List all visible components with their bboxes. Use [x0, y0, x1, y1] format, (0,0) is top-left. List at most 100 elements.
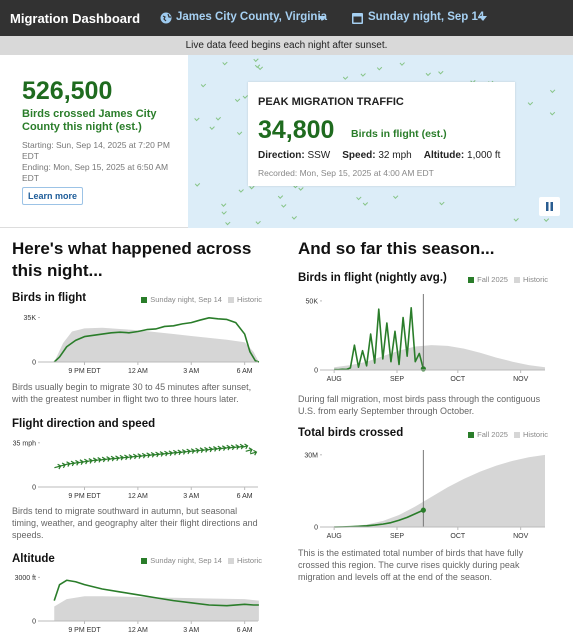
direction-arrow: [174, 449, 182, 456]
x-tick-label: 9 PM EDT: [68, 493, 101, 500]
legend-item: Historic: [227, 295, 262, 304]
legend-item: Fall 2025: [468, 275, 508, 284]
x-tick-label: NOV: [513, 533, 529, 540]
direction-arrow: [147, 451, 155, 458]
x-tick-label: 12 AM: [128, 627, 148, 634]
globe-icon: [160, 12, 172, 24]
direction-arrow: [138, 452, 147, 459]
chart-caption: Birds tend to migrate southward in autum…: [12, 506, 258, 540]
bird-icon: [513, 218, 519, 222]
pause-button[interactable]: [539, 197, 560, 216]
stat: Altitude: 1,000 ft: [424, 150, 501, 161]
peak-heading: PEAK MIGRATION TRAFFIC: [258, 96, 404, 108]
bird-icon: [257, 66, 264, 71]
season-heading: And so far this season...: [298, 239, 495, 258]
direction-arrow: [187, 448, 195, 454]
x-tick-label: 3 AM: [183, 368, 199, 375]
x-tick-label: 9 PM EDT: [68, 627, 101, 634]
bird-icon: [236, 131, 243, 136]
bird-icon: [249, 185, 255, 190]
legend: Fall 2025 Historic: [298, 430, 548, 439]
stat: Speed: 32 mph: [342, 150, 411, 161]
legend-label: Historic: [522, 275, 548, 284]
direction-arrow: [192, 447, 200, 454]
legend-swatch: [227, 296, 234, 303]
x-tick-label: SEP: [390, 533, 404, 540]
direction-arrow: [107, 455, 115, 462]
peak-value: 34,800: [258, 116, 335, 144]
x-tick-label: 6 AM: [237, 627, 253, 634]
legend-label: Historic: [236, 295, 262, 304]
bird-icon: [393, 195, 399, 199]
direction-arrow: [227, 444, 236, 451]
bird-icon: [253, 58, 259, 63]
bird-icon: [362, 202, 369, 206]
legend-label: Fall 2025: [477, 430, 508, 439]
calendar-icon: [352, 13, 363, 24]
direction-arrow: [165, 450, 173, 456]
direction-arrow: [218, 445, 227, 451]
direction-arrow: [98, 456, 107, 463]
legend-item: Sunday night, Sep 14: [141, 295, 222, 304]
direction-arrow: [94, 457, 102, 463]
direction-arrow: [143, 452, 151, 459]
y-tick-label: 0: [32, 360, 36, 367]
bird-icon: [222, 61, 228, 66]
chart-plot: 3000 ft 0 9 PM EDT 12 AM 3 AM 6 AM: [15, 575, 259, 634]
direction-arrow: [161, 450, 169, 457]
start-time: Starting: Sun, Sep 14, 2025 at 7:20 PM E…: [22, 140, 170, 161]
y-tick-label: 0: [32, 619, 36, 626]
live-banner: Live data feed begins each night after s…: [0, 36, 573, 55]
chart-title: Flight direction and speed: [12, 418, 156, 430]
bird-icon: [425, 72, 431, 77]
peak-recorded: Recorded: Mon, Sep 15, 2025 at 4:00 AM E…: [258, 168, 434, 178]
historic-area: [54, 327, 259, 362]
legend: Sunday night, Sep 14 Historic: [12, 295, 262, 304]
legend-item: Historic: [227, 556, 262, 565]
bird-icon: [543, 218, 550, 222]
direction-arrow: [205, 446, 213, 453]
x-tick-label: 3 AM: [183, 493, 199, 500]
learn-more-button[interactable]: Learn more: [22, 187, 83, 205]
legend-swatch: [141, 296, 148, 303]
today-marker: [420, 507, 426, 513]
stat-value: 32 mph: [378, 150, 412, 161]
direction-arrow: [196, 447, 204, 453]
direction-arrow: [236, 443, 244, 450]
direction-arrow: [201, 446, 209, 453]
stat-label: Speed:: [342, 150, 376, 161]
direction-arrow: [152, 451, 160, 458]
x-tick-label: 6 AM: [237, 493, 253, 500]
y-tick-label: 35 mph: [13, 440, 36, 447]
bird-icon: [254, 64, 261, 69]
x-tick-label: 6 AM: [237, 368, 253, 375]
x-tick-label: AUG: [327, 376, 342, 382]
legend-label: Historic: [522, 430, 548, 439]
y-tick-label: 35K: [24, 315, 37, 322]
chart-caption: Birds usually begin to migrate 30 to 45 …: [12, 382, 252, 404]
direction-arrow: [209, 446, 218, 452]
legend: Fall 2025 Historic: [298, 275, 548, 284]
legend-item: Sunday night, Sep 14: [141, 556, 222, 565]
series-line: [53, 579, 259, 607]
chart-caption: During fall migration, most birds pass t…: [298, 394, 541, 416]
x-tick-label: OCT: [450, 533, 466, 540]
bird-icon: [194, 183, 201, 187]
legend-swatch: [227, 557, 234, 564]
location-label: James City County, Virginia: [176, 11, 328, 23]
legend: Sunday night, Sep 14 Historic: [12, 556, 262, 565]
date-dropdown[interactable]: Sunday night, Sep 14: [350, 8, 490, 28]
bird-icon: [234, 98, 241, 103]
bird-icon: [527, 101, 534, 106]
direction-arrow: [54, 463, 62, 470]
direction-arrow: [250, 449, 258, 456]
total-value: 526,500: [22, 77, 113, 105]
chart-plot: 35 mph 0 9 PM EDT 12 AM 3 AM 6 AM: [13, 440, 258, 500]
x-tick-label: OCT: [450, 376, 466, 382]
legend-label: Sunday night, Sep 14: [150, 295, 222, 304]
chart-caption: This is the estimated total number of bi…: [298, 548, 524, 582]
bird-icon: [281, 204, 287, 208]
location-dropdown[interactable]: James City County, Virginia: [158, 8, 330, 28]
y-tick-label: 0: [314, 368, 318, 375]
x-tick-label: 9 PM EDT: [68, 368, 101, 375]
